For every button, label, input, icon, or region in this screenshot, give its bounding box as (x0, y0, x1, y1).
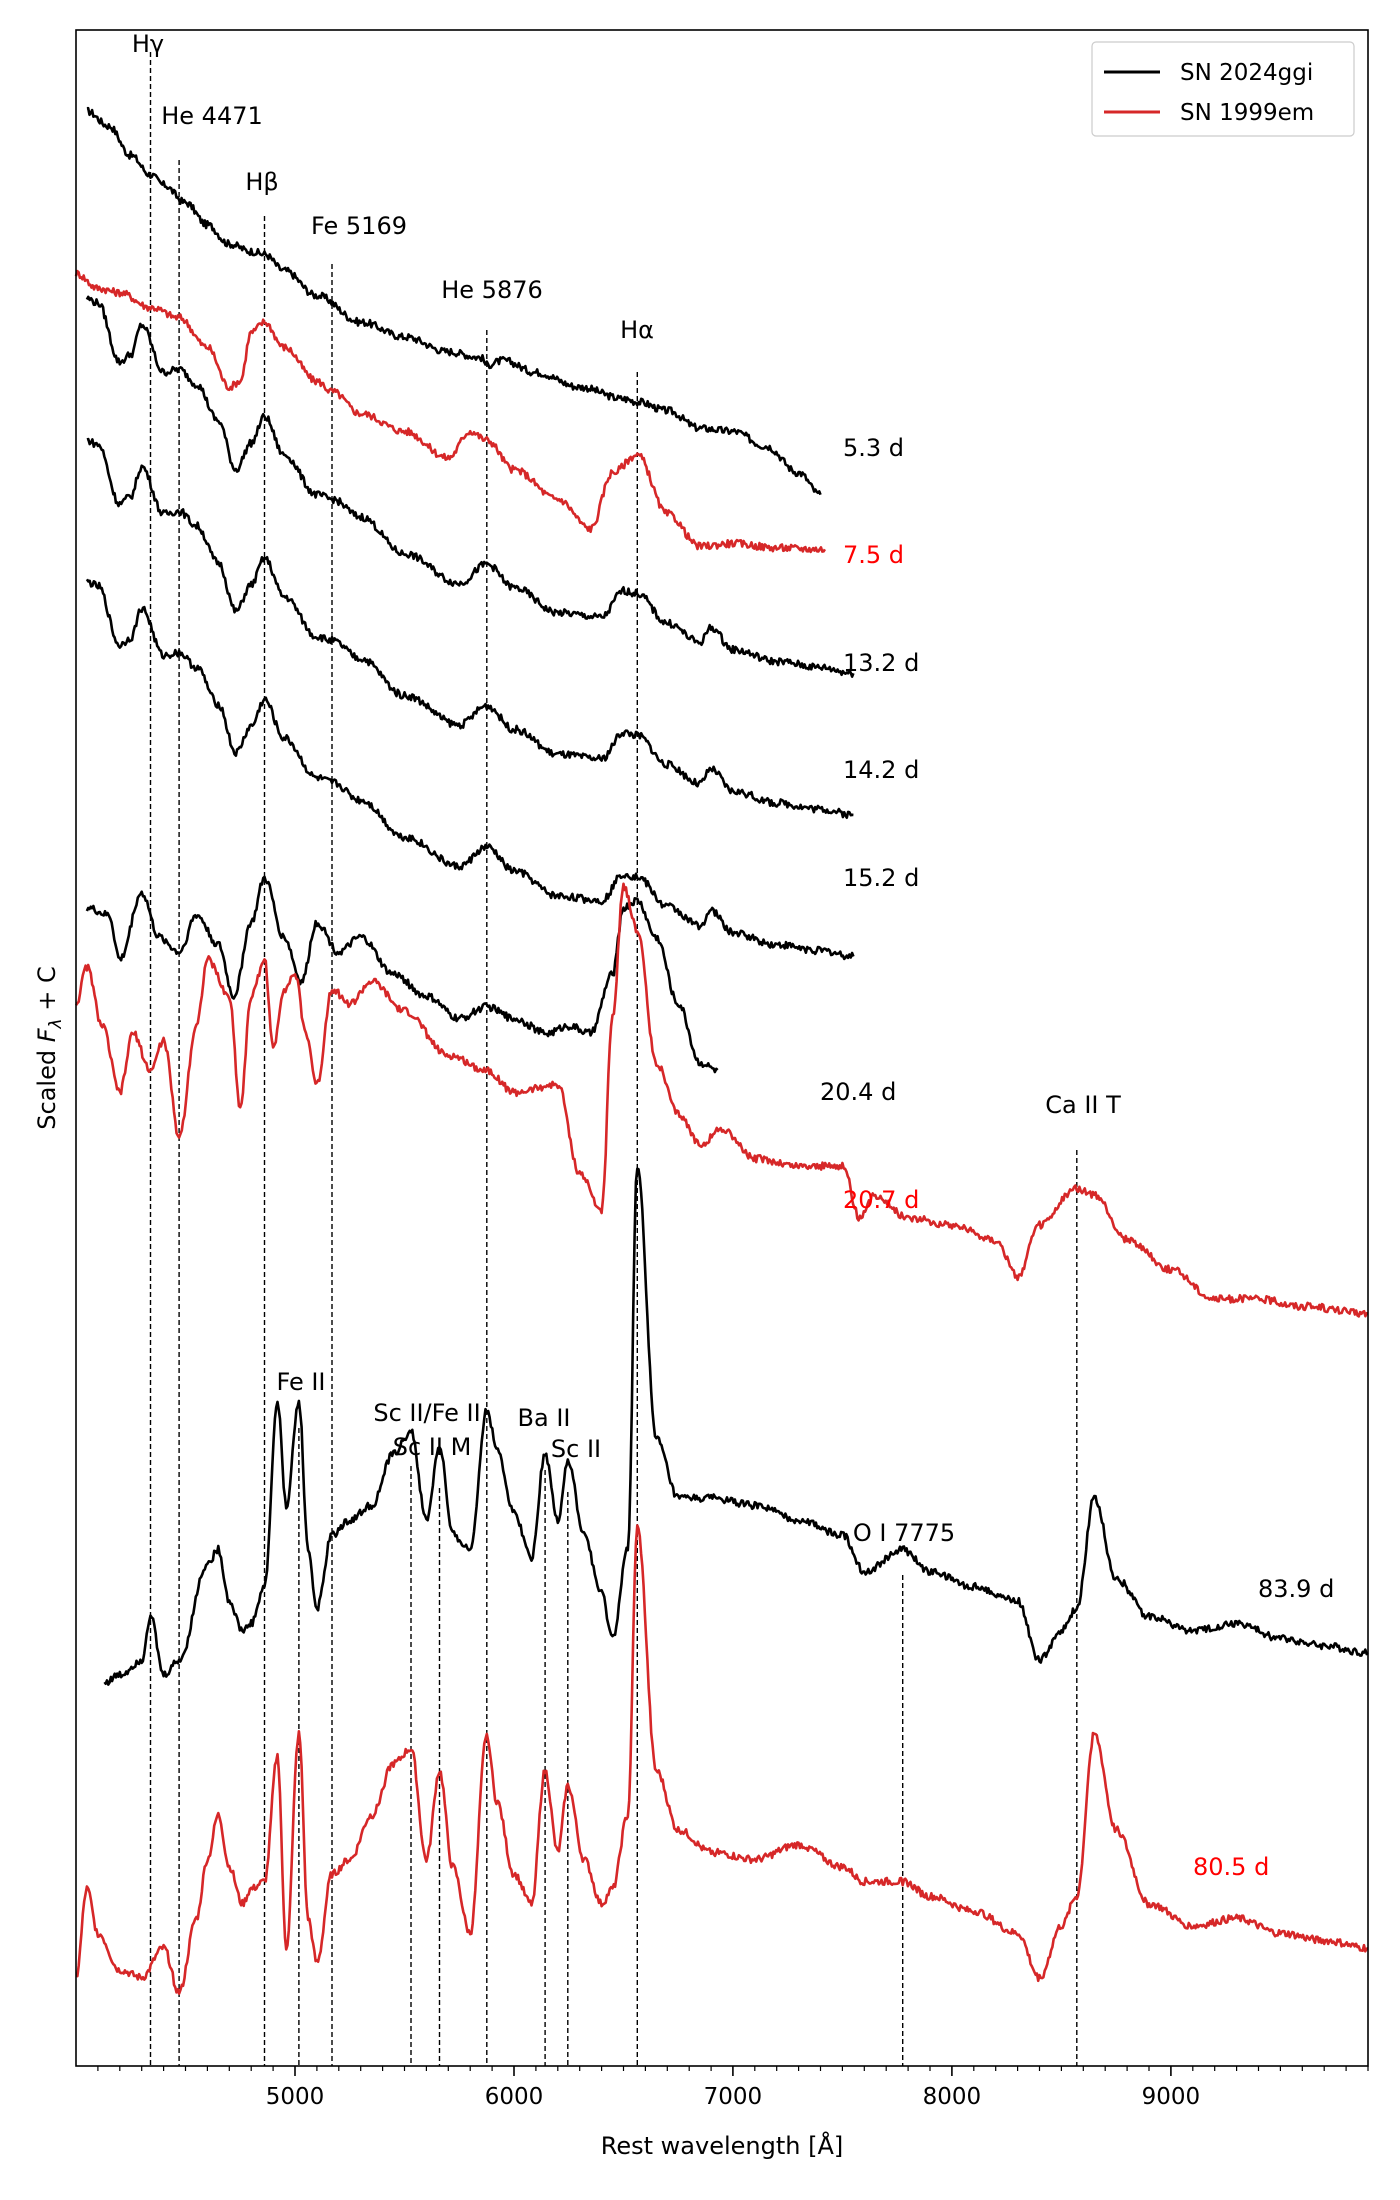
series-line-83-9-d (103, 1167, 1369, 1686)
series-line-13-2-d (85, 295, 855, 678)
marker-label-4: He 5876 (441, 276, 543, 304)
series-line-14-2-d (86, 437, 854, 820)
x-tick-label: 5000 (266, 2084, 325, 2110)
epoch-label-3: 14.2 d (843, 756, 919, 784)
epoch-labels: 5.3 d 7.5 d 13.2 d 14.2 d 15.2 d 20.4 d 20.7 d… (820, 434, 1334, 1881)
x-tick-label: 8000 (923, 2084, 982, 2110)
epoch-label-0: 5.3 d (843, 434, 904, 462)
series-line-5-3-d (86, 106, 822, 496)
marker-label-3: Fe 5169 (311, 212, 407, 240)
marker-label-9: Sc II M (393, 1433, 472, 1461)
marker-label-5: Hα (620, 316, 654, 344)
legend: SN 2024ggi SN 1999em (1091, 41, 1355, 137)
x-tick-label: 6000 (485, 2084, 544, 2110)
marker-label-2: Hβ (245, 168, 278, 196)
x-tick-label: 9000 (1142, 2084, 1201, 2110)
epoch-label-8: 80.5 d (1193, 1853, 1269, 1881)
marker-label-0: Hγ (132, 30, 164, 58)
epoch-label-2: 13.2 d (843, 649, 919, 677)
spectra-series (74, 106, 1369, 1995)
series-line-80-5-d (75, 1524, 1369, 1995)
epoch-label-5: 20.4 d (820, 1078, 896, 1106)
epoch-label-1: 7.5 d (843, 541, 904, 569)
series-line-20-7-d (74, 882, 1369, 1318)
x-tick-label: 7000 (704, 2084, 763, 2110)
marker-label-12: O I 7775 (853, 1519, 955, 1547)
marker-label-11: Sc II (551, 1435, 601, 1463)
marker-label-6: Ca II T (1045, 1091, 1121, 1119)
series-line-7-5-d (74, 269, 827, 554)
epoch-label-6: 20.7 d (843, 1186, 919, 1214)
series-line-20-4-d (85, 875, 719, 1074)
line-markers: Hγ He 4471 Hβ Fe 5169 He 5876 Hα Ca II T Fe II S… (132, 30, 1121, 2066)
marker-label-8: Sc II/Fe II (373, 1399, 480, 1427)
series-line-15-2-d (85, 578, 855, 961)
marker-label-1: He 4471 (161, 102, 263, 130)
x-axis-label: Rest wavelength [Å] (601, 2131, 843, 2160)
epoch-label-7: 83.9 d (1258, 1575, 1334, 1603)
marker-label-7: Fe II (276, 1368, 325, 1396)
y-axis-label: Scaled Fλ + C (33, 966, 66, 1129)
marker-label-10: Ba II (518, 1404, 571, 1432)
epoch-label-4: 15.2 d (843, 864, 919, 892)
x-axis: 5000 6000 7000 8000 9000 (97, 2066, 1369, 2110)
plot-frame (75, 29, 1369, 2067)
legend-label-0: SN 2024ggi (1180, 60, 1313, 86)
legend-label-1: SN 1999em (1180, 100, 1314, 126)
